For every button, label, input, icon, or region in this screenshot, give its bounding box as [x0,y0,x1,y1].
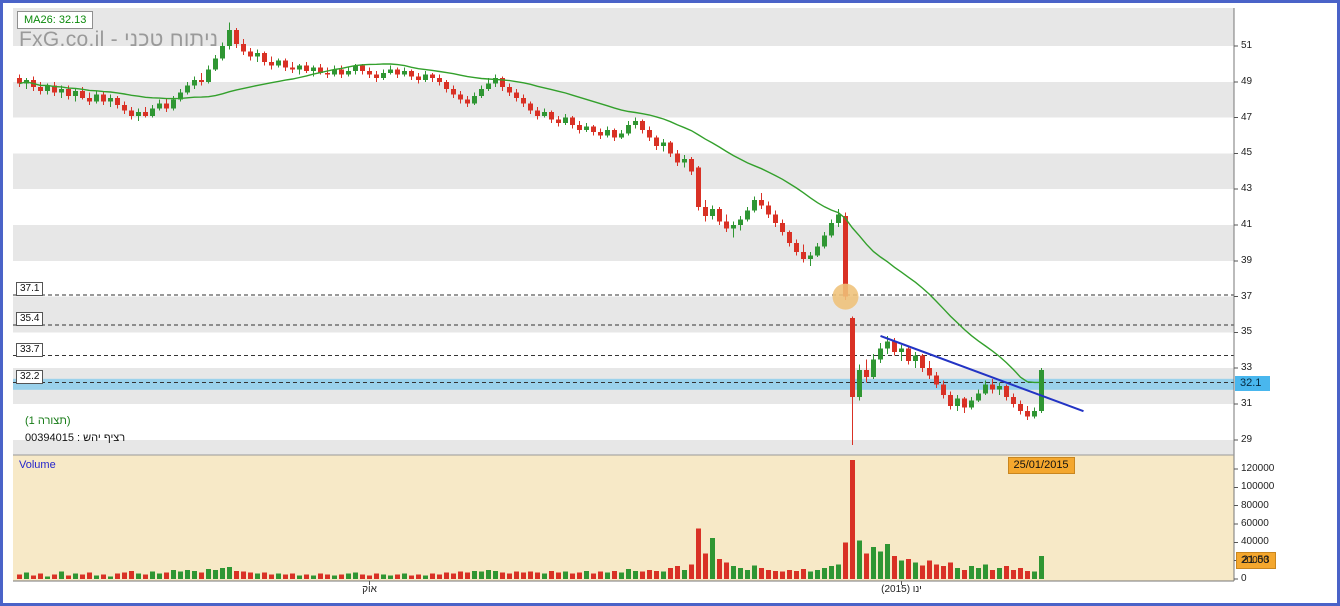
volume-pane-title: Volume [19,459,56,471]
price-axis-label: 35 [1241,326,1253,338]
price-axis-label: 43 [1241,183,1253,195]
date-badge: 25/01/2015 [1007,457,1075,474]
volume-axis-label: 40000 [1241,536,1269,548]
watermark-brand: FxG.co.il - ניתוח טכני [19,28,219,51]
ma-indicator-label: MA26: 32.13 [17,11,94,29]
support-level-label: 37.1 [16,281,44,296]
price-axis-label: 51 [1241,40,1253,51]
current-volume-badge: 21.53 [1236,552,1276,570]
price-axis-label: 49 [1241,75,1253,87]
price-axis-label: 31 [1241,398,1253,409]
support-level-label: 35.4 [16,312,44,327]
price-axis-label: 39 [1241,254,1253,266]
formation-note: (תצורה 1) [25,415,71,427]
volume-axis-label: 80000 [1241,499,1269,511]
x-axis-label: אוק [362,584,377,595]
price-axis-label: 37 [1241,290,1253,302]
last-price-badge: 32.1 [1235,376,1271,392]
support-level-label: 33.7 [16,342,44,357]
volume-axis-label: 100000 [1241,481,1275,493]
price-axis-label: 45 [1241,147,1253,159]
x-axis-label: ינו (2015) [881,584,922,595]
price-axis-label: 33 [1241,362,1253,374]
price-axis-label: 29 [1241,433,1253,445]
volume-axis-label: 120000 [1241,463,1275,474]
price-axis-label: 41 [1241,219,1253,230]
volume-axis-label: 20000 [1241,554,1269,566]
security-id-note: רציף יהש : 00394015 [25,432,126,444]
support-level-label: 32.2 [16,369,44,384]
price-axis-label: 47 [1241,111,1253,123]
volume-axis-label: 60000 [1241,518,1269,529]
price-volume-candlestick-chart[interactable] [3,3,1337,603]
volume-axis-label: 0 [1241,573,1247,584]
